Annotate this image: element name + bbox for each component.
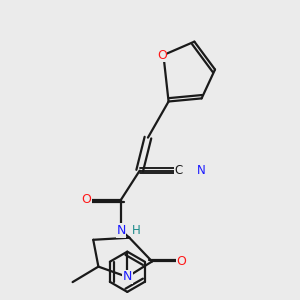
Text: N: N [123, 270, 132, 284]
Text: N: N [116, 224, 126, 237]
Text: O: O [157, 49, 167, 62]
Text: N: N [197, 164, 206, 177]
Text: O: O [82, 193, 92, 206]
Text: H: H [132, 224, 141, 237]
Text: C: C [175, 164, 183, 177]
Text: O: O [176, 255, 186, 268]
